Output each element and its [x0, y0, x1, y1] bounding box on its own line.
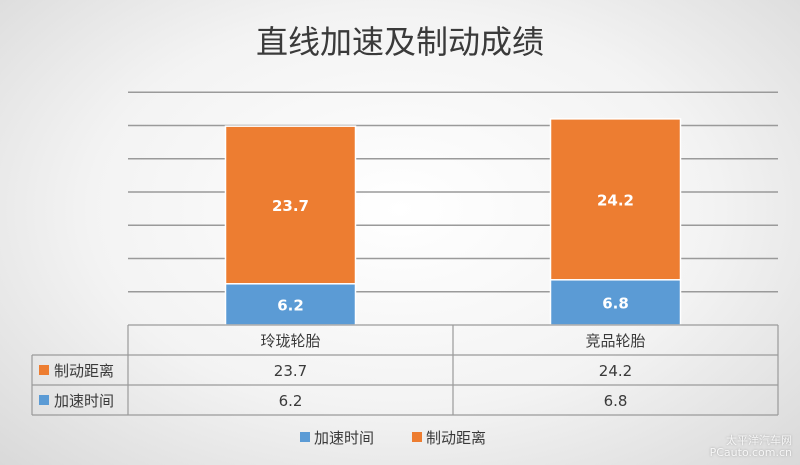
legend-swatch: [412, 432, 422, 442]
category-label: 玲珑轮胎: [260, 332, 320, 350]
table-value: 23.7: [274, 362, 307, 380]
table-value: 6.8: [604, 392, 628, 410]
legend-label: 制动距离: [426, 429, 486, 447]
table-value: 6.2: [279, 392, 303, 410]
watermark-line-1: 太平洋汽车网: [726, 434, 792, 447]
chart-title: 直线加速及制动成绩: [256, 23, 544, 61]
bar-segment-2: [224, 125, 357, 285]
data-label: 24.2: [597, 191, 634, 209]
table-series-label: 加速时间: [54, 392, 114, 410]
table-series-label: 制动距离: [54, 362, 114, 380]
data-label: 6.2: [277, 296, 304, 314]
watermark: 太平洋汽车网 PCauto.com.cn: [710, 435, 792, 459]
data-label: 23.7: [272, 197, 309, 215]
bar-segment-2: [549, 118, 682, 281]
data-label: 6.8: [602, 294, 629, 312]
legend-swatch: [300, 432, 310, 442]
watermark-line-2: PCauto.com.cn: [709, 446, 792, 459]
bar-segment-1: [549, 279, 682, 326]
table-value: 24.2: [599, 362, 632, 380]
table-legend-key: [39, 365, 49, 375]
table-legend-key: [39, 395, 49, 405]
category-label: 竞品轮胎: [585, 332, 645, 350]
legend-label: 加速时间: [314, 429, 374, 447]
